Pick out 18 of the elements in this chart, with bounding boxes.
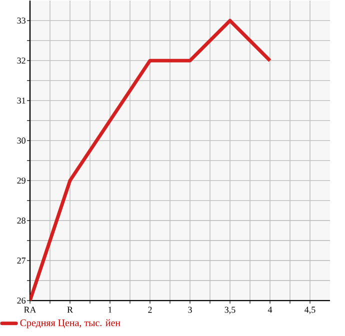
legend-label: Средняя Цена, тыс. йен [20,319,120,328]
y-tick-label: 27 [17,258,26,264]
x-tick-label: R [67,306,73,313]
x-tick-label: 1 [108,306,112,313]
x-tick-label: 4 [268,306,272,313]
y-tick-label: 30 [17,138,26,144]
y-tick-label: 26 [17,298,26,304]
y-tick-label: 31 [17,98,26,104]
x-tick-label: RA [24,306,36,313]
x-tick-label: 4,5 [304,306,316,314]
x-tick-label: 2 [148,306,152,313]
y-tick-label: 33 [17,18,26,24]
x-tick-label: 3,5 [224,306,236,314]
y-tick-label: 32 [17,58,26,64]
y-tick-label: 29 [17,178,26,184]
line-series [30,19,272,301]
x-tick-label: 3 [188,306,192,313]
y-tick-label: 28 [17,218,26,224]
